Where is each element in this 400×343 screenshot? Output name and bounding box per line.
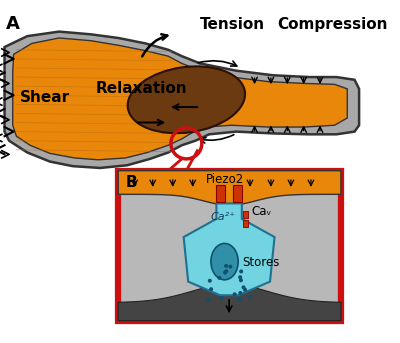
Bar (118, 171, 341, 321)
Circle shape (206, 298, 210, 302)
Circle shape (228, 265, 232, 269)
Circle shape (239, 278, 243, 282)
Polygon shape (118, 284, 341, 321)
Circle shape (209, 287, 213, 291)
Circle shape (239, 269, 243, 273)
Polygon shape (118, 171, 341, 205)
Polygon shape (4, 32, 359, 168)
Circle shape (223, 271, 227, 275)
Circle shape (224, 264, 228, 268)
Bar (243, 220, 248, 227)
Text: B: B (126, 175, 137, 190)
Circle shape (233, 292, 237, 296)
Text: Tension: Tension (200, 17, 265, 32)
Circle shape (220, 296, 224, 300)
Text: Compression: Compression (277, 17, 388, 32)
Text: Piezo2: Piezo2 (206, 174, 244, 187)
Ellipse shape (128, 66, 245, 133)
Circle shape (243, 288, 247, 292)
Text: A: A (6, 15, 19, 33)
Text: Shear: Shear (20, 90, 70, 105)
Text: Caᵥ: Caᵥ (252, 205, 272, 218)
Polygon shape (184, 203, 274, 295)
Text: Stores: Stores (243, 256, 280, 269)
Polygon shape (13, 38, 347, 160)
Circle shape (224, 269, 228, 273)
Bar (243, 211, 248, 218)
Bar (233, 185, 242, 202)
Ellipse shape (211, 244, 238, 280)
Text: Ca²⁺: Ca²⁺ (211, 212, 236, 222)
Circle shape (242, 285, 246, 289)
Circle shape (238, 297, 242, 301)
Circle shape (217, 276, 221, 280)
Circle shape (208, 279, 212, 283)
Circle shape (238, 291, 242, 295)
Bar (216, 185, 226, 202)
Text: Relaxation: Relaxation (96, 81, 187, 95)
Circle shape (248, 295, 252, 299)
Circle shape (238, 275, 242, 279)
